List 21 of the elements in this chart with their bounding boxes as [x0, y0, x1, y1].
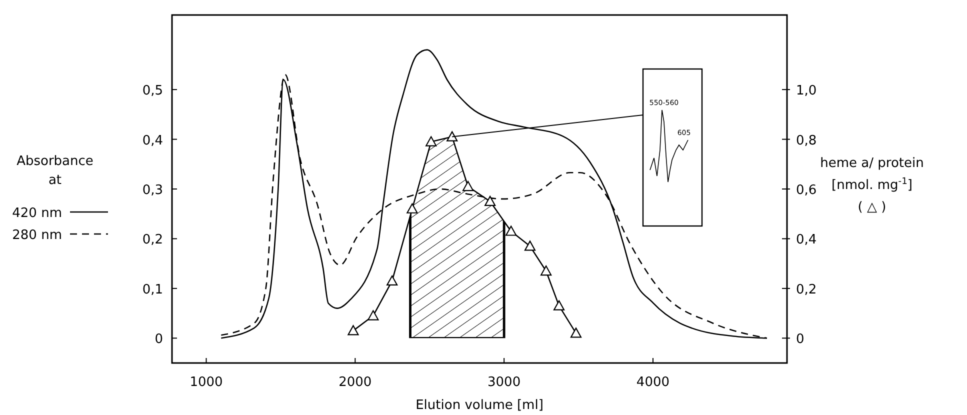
y2-tick-label: 0,4	[796, 232, 817, 248]
y-tick-label: 0,1	[142, 282, 163, 298]
x-tick-label: 3000	[488, 375, 521, 390]
legend-label: 280 nm	[12, 228, 62, 243]
y2-tick-label: 0	[796, 332, 804, 348]
x-tick-label: 2000	[338, 375, 372, 390]
y2-tick-label: 0,2	[796, 282, 817, 298]
legend-label: 420 nm	[12, 206, 62, 221]
y2-tick-label: 0,8	[796, 133, 817, 148]
y-axis-title: Absorbance at	[16, 154, 94, 188]
text: heme a/ protein [nmol. mg$^{-1}$] ( △ )	[820, 156, 924, 215]
y-tick-label: 0,4	[142, 133, 163, 148]
x-tick-label: 4000	[636, 375, 670, 390]
y-tick-label: 0,2	[142, 232, 163, 248]
y2-tick-label: 1,0	[796, 84, 817, 99]
y-tick-label: 0,3	[142, 183, 163, 198]
x-axis-title: Elution volume [ml]	[416, 398, 544, 413]
x-tick-label: 1000	[190, 375, 223, 390]
y-tick-label: 0,5	[142, 84, 163, 99]
y-tick-label: 0	[154, 332, 163, 348]
y2-tick-label: 0,6	[796, 183, 817, 198]
